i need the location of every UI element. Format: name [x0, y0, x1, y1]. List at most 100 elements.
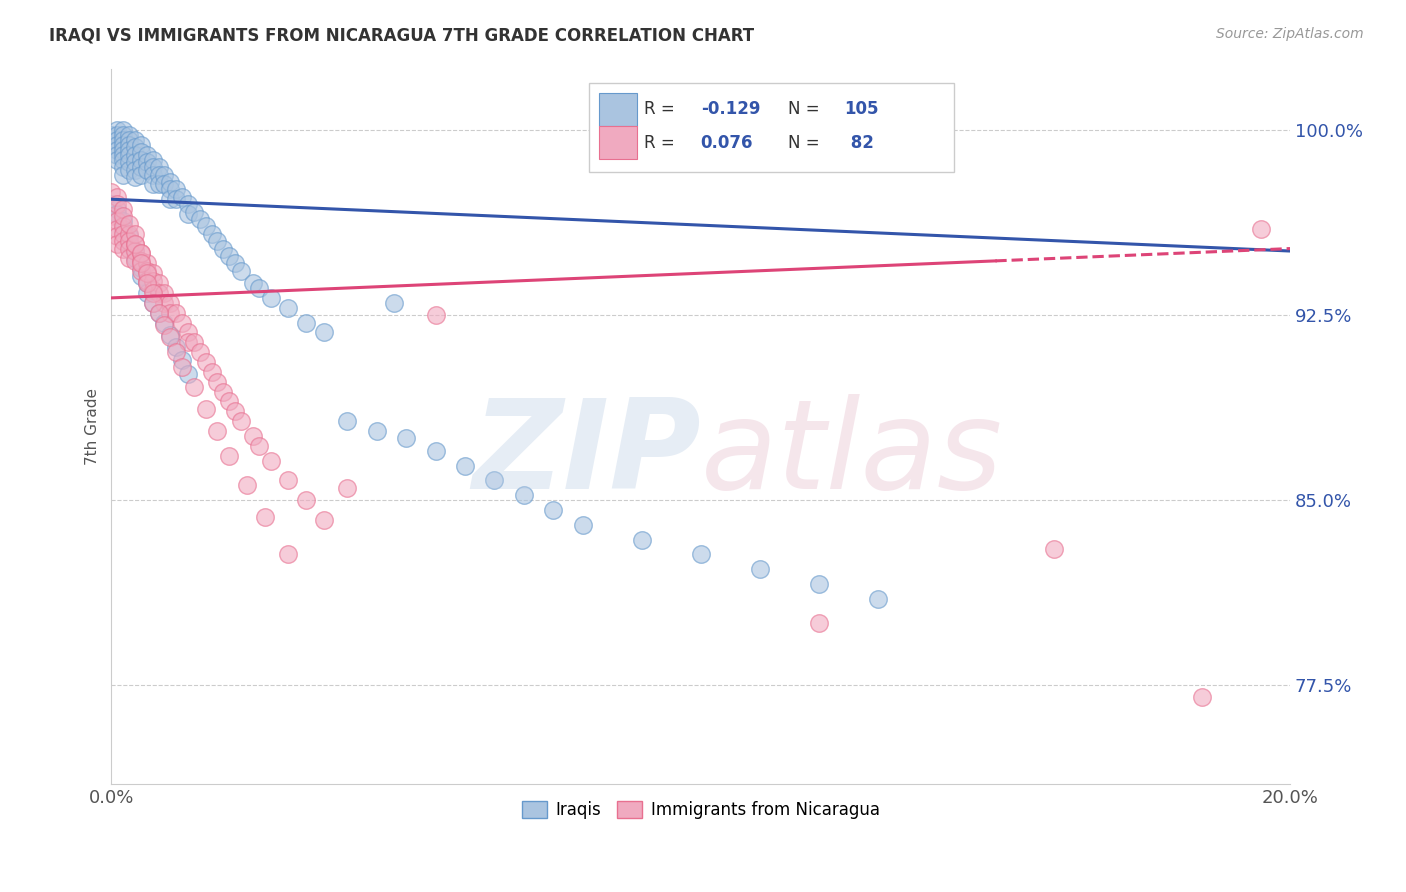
Point — [124, 253, 146, 268]
Point — [259, 291, 281, 305]
Point — [159, 192, 181, 206]
Point — [148, 276, 170, 290]
Point — [177, 207, 200, 221]
Point — [112, 242, 135, 256]
Text: Source: ZipAtlas.com: Source: ZipAtlas.com — [1216, 27, 1364, 41]
Point — [1043, 542, 1066, 557]
Point — [100, 210, 122, 224]
Point — [159, 295, 181, 310]
Point — [100, 185, 122, 199]
Point — [425, 308, 447, 322]
Point — [513, 488, 536, 502]
Point — [425, 443, 447, 458]
Point — [194, 219, 217, 234]
Text: 0.076: 0.076 — [700, 134, 754, 152]
Point — [112, 227, 135, 241]
Point — [124, 169, 146, 184]
Point — [172, 190, 194, 204]
Point — [142, 153, 165, 167]
Point — [105, 123, 128, 137]
Point — [165, 182, 187, 196]
Point — [124, 148, 146, 162]
Point — [295, 316, 318, 330]
Point — [105, 128, 128, 142]
Text: 105: 105 — [845, 100, 879, 119]
Point — [142, 284, 165, 298]
Point — [207, 234, 229, 248]
Text: R =: R = — [644, 100, 681, 119]
Point — [118, 227, 141, 241]
Point — [118, 138, 141, 153]
Point — [148, 178, 170, 192]
Point — [118, 155, 141, 169]
Point — [172, 359, 194, 374]
Point — [105, 143, 128, 157]
Text: IRAQI VS IMMIGRANTS FROM NICARAGUA 7TH GRADE CORRELATION CHART: IRAQI VS IMMIGRANTS FROM NICARAGUA 7TH G… — [49, 27, 755, 45]
Point — [105, 148, 128, 162]
Point — [105, 229, 128, 244]
Point — [366, 424, 388, 438]
Point — [112, 219, 135, 234]
Point — [142, 178, 165, 192]
Point — [224, 404, 246, 418]
Point — [148, 306, 170, 320]
Point — [382, 295, 405, 310]
Point — [135, 155, 157, 169]
Point — [142, 274, 165, 288]
Point — [124, 227, 146, 241]
Point — [112, 234, 135, 248]
Point — [129, 145, 152, 160]
Point — [100, 197, 122, 211]
Point — [159, 182, 181, 196]
Point — [118, 162, 141, 177]
Point — [224, 256, 246, 270]
Point — [148, 285, 170, 300]
Point — [129, 256, 152, 270]
Point — [124, 244, 146, 258]
Point — [124, 252, 146, 266]
Point — [124, 162, 146, 177]
Point — [312, 513, 335, 527]
Point — [124, 155, 146, 169]
Point — [183, 379, 205, 393]
Point — [159, 327, 181, 342]
Point — [295, 493, 318, 508]
Point — [112, 133, 135, 147]
Point — [866, 591, 889, 606]
Point — [142, 295, 165, 310]
Point — [135, 162, 157, 177]
Point — [454, 458, 477, 473]
Point — [153, 318, 176, 332]
Point — [129, 261, 152, 276]
Point — [336, 414, 359, 428]
Point — [124, 236, 146, 251]
Point — [135, 266, 157, 280]
Point — [118, 242, 141, 256]
Point — [194, 355, 217, 369]
Point — [165, 340, 187, 354]
Point — [129, 138, 152, 153]
Point — [807, 577, 830, 591]
Point — [118, 128, 141, 142]
Point — [277, 474, 299, 488]
Point — [689, 547, 711, 561]
Point — [188, 345, 211, 359]
Point — [129, 153, 152, 167]
Point — [807, 616, 830, 631]
Point — [312, 326, 335, 340]
Point — [124, 236, 146, 251]
Point — [135, 148, 157, 162]
Point — [129, 264, 152, 278]
Point — [105, 133, 128, 147]
Point — [129, 253, 152, 268]
Point — [212, 242, 235, 256]
Point — [153, 285, 176, 300]
Point — [129, 246, 152, 260]
FancyBboxPatch shape — [589, 83, 955, 172]
Point — [165, 192, 187, 206]
Point — [177, 368, 200, 382]
Point — [218, 394, 240, 409]
Point — [395, 432, 418, 446]
Point — [112, 153, 135, 167]
Text: atlas: atlas — [700, 394, 1002, 516]
